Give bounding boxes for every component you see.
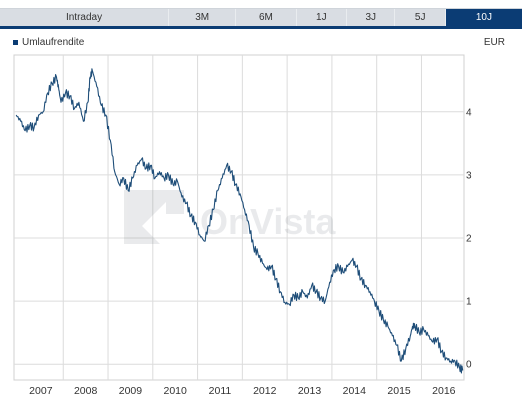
tab-6m[interactable]: 6M xyxy=(236,9,297,26)
x-tick-label: 2011 xyxy=(209,385,232,397)
series-line-umlaufrendite xyxy=(15,68,464,374)
tab-10j[interactable]: 10J xyxy=(445,9,522,26)
tab-5j[interactable]: 5J xyxy=(395,9,446,26)
tab-1j[interactable]: 1J xyxy=(297,9,348,26)
chart-legend: Umlaufrendite xyxy=(13,37,84,48)
legend-swatch-icon xyxy=(13,40,18,45)
x-axis-labels: 2007 2008 2009 2010 2011 2012 2013 2014 2015 2016 xyxy=(29,385,456,397)
tab-3m[interactable]: 3M xyxy=(169,9,237,26)
watermark-arrow-icon xyxy=(124,190,184,244)
tab-underline xyxy=(0,26,522,29)
y-axis-labels: 0 1 2 3 4 xyxy=(466,107,472,370)
currency-label: EUR xyxy=(483,37,505,48)
y-tick-label: 0 xyxy=(466,360,472,371)
tab-intraday[interactable]: Intraday xyxy=(0,9,170,26)
x-tick-label: 2014 xyxy=(343,385,367,397)
x-tick-label: 2015 xyxy=(387,385,411,397)
x-tick-label: 2008 xyxy=(74,385,98,397)
x-tick-label: 2012 xyxy=(253,385,277,397)
y-tick-label: 4 xyxy=(466,107,472,118)
legend-label: Umlaufrendite xyxy=(22,37,85,48)
y-tick-label: 1 xyxy=(466,297,472,308)
tab-3j[interactable]: 3J xyxy=(347,9,396,26)
range-tab-bar: Intraday 3M 6M 1J 3J 5J 10J xyxy=(0,8,522,26)
plot-frame xyxy=(13,54,465,381)
x-tick-label: 2016 xyxy=(432,385,456,397)
x-tick-label: 2013 xyxy=(298,385,322,397)
watermark: OnVista xyxy=(124,190,336,244)
watermark-text: OnVista xyxy=(200,201,336,242)
x-tick-label: 2009 xyxy=(119,385,143,397)
x-tick-label: 2010 xyxy=(164,385,188,397)
x-tick-label: 2007 xyxy=(29,385,53,397)
grid-lines xyxy=(14,55,464,380)
y-tick-label: 2 xyxy=(466,234,472,245)
y-tick-label: 3 xyxy=(466,170,472,181)
